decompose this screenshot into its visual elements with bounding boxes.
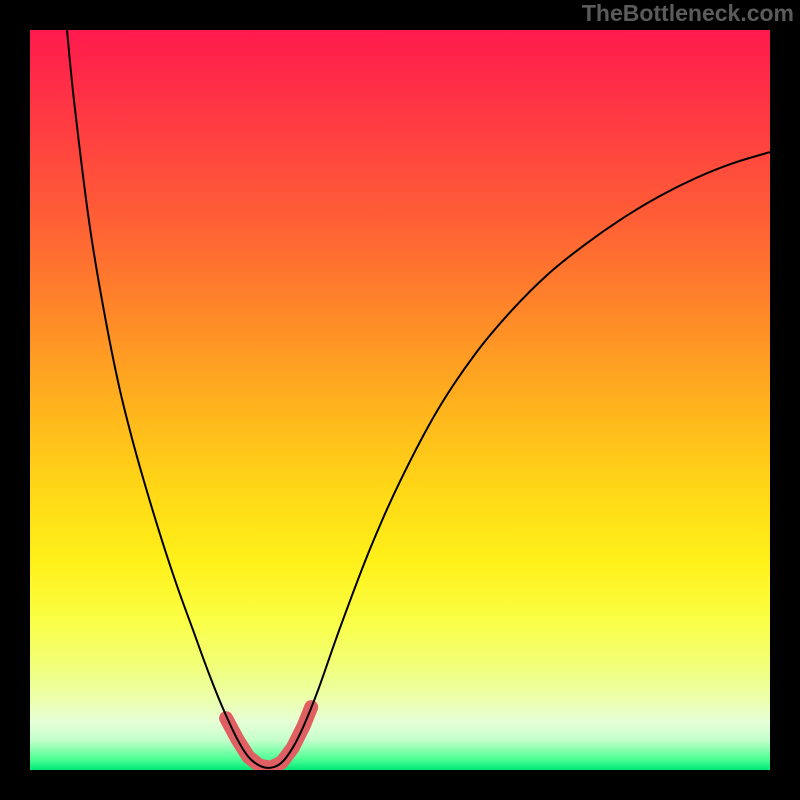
chart-frame: TheBottleneck.com <box>0 0 800 800</box>
attribution-text: TheBottleneck.com <box>582 0 794 27</box>
bottleneck-chart <box>0 0 800 800</box>
plot-background <box>30 30 770 770</box>
